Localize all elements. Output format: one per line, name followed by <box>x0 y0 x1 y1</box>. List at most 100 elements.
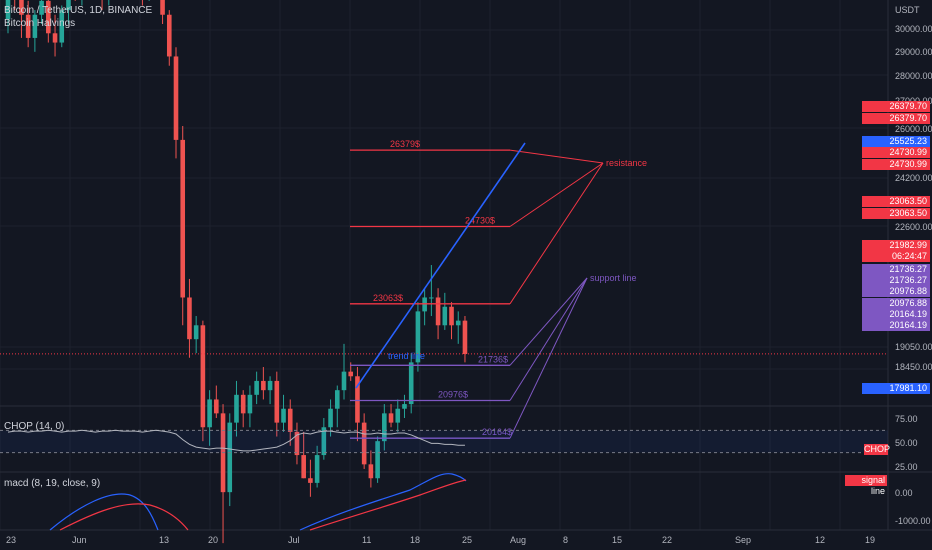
price-tick: 29000.00 <box>895 47 932 57</box>
countdown-badge: 06:24:47 <box>862 251 930 262</box>
price-badge: 24730.99 <box>862 159 930 170</box>
candle-body <box>180 139 186 298</box>
price-badge: 20976.88 <box>862 286 930 297</box>
candle-body <box>173 56 179 140</box>
candle-body <box>200 325 206 428</box>
x-tick: 18 <box>410 535 421 545</box>
candle-body <box>334 390 340 409</box>
candle-body <box>227 422 233 493</box>
candle-body <box>274 380 280 423</box>
candle-body <box>5 0 11 20</box>
currency-label[interactable]: USDT <box>895 5 920 15</box>
candle-body <box>395 408 401 423</box>
symbol-title[interactable]: Bitcoin / TetherUS, 1D, BINANCE <box>4 5 153 16</box>
macd-line <box>299 473 467 531</box>
price-badge: 20976.88 <box>862 298 930 309</box>
price-badge: 21736.27 <box>862 264 930 275</box>
candle-body <box>388 413 394 423</box>
candle-body <box>261 380 266 391</box>
candle-body <box>415 311 421 363</box>
chop-tick: 25.00 <box>895 462 918 472</box>
macd-tick: 0.00 <box>895 488 913 498</box>
candle-body <box>267 380 273 391</box>
price-tick: 30000.00 <box>895 24 932 34</box>
chop-indicator-label[interactable]: CHOP (14, 0) <box>4 421 65 432</box>
trend-label: trend line <box>388 351 425 361</box>
level-label: 21736$ <box>478 354 508 364</box>
trend-line <box>355 142 526 389</box>
candle-body <box>160 0 165 15</box>
x-tick: 11 <box>362 535 372 545</box>
halvings-indicator-label[interactable]: Bitcoin Halvings <box>4 18 76 29</box>
candle-body <box>301 455 306 479</box>
candle-body <box>449 306 454 326</box>
candle-body <box>234 394 239 423</box>
candle-body <box>462 320 468 355</box>
candle-body <box>46 0 51 34</box>
resistance-pointer <box>509 162 604 227</box>
candle-body <box>214 399 219 414</box>
x-tick: 12 <box>815 535 826 545</box>
candle-body <box>187 297 192 340</box>
macd-indicator-label[interactable]: macd (8, 19, close, 9) <box>4 478 101 489</box>
resistance-pointer <box>509 149 604 164</box>
support-pointer <box>509 277 588 366</box>
candle-body <box>25 14 31 38</box>
chop-tick: 75.00 <box>895 414 918 424</box>
candle-body <box>240 394 246 414</box>
signal-line <box>59 503 189 531</box>
x-tick: 23 <box>6 535 17 545</box>
candle-body <box>52 33 58 43</box>
resistance-label: resistance <box>606 158 647 168</box>
candle-body <box>314 455 320 483</box>
candle-body <box>375 441 380 479</box>
candle-body <box>207 399 212 428</box>
macd-line <box>49 493 159 531</box>
candle-body <box>32 14 38 38</box>
price-tick: 19050.00 <box>895 342 932 352</box>
candle-body <box>19 0 24 15</box>
x-tick: Jun <box>72 535 87 545</box>
price-tick: 24200.00 <box>895 173 932 183</box>
support-pointer <box>509 277 588 401</box>
candle-body <box>355 376 360 423</box>
candle-body <box>281 408 286 423</box>
x-tick: 22 <box>662 535 673 545</box>
level-label: 23063$ <box>373 293 403 303</box>
resistance-pointer <box>509 162 604 305</box>
macd-tick: -1000.00 <box>895 516 931 526</box>
candle-body <box>408 362 414 405</box>
x-tick: 19 <box>865 535 876 545</box>
x-tick: Aug <box>510 535 527 545</box>
price-badge: 17981.10 <box>862 383 930 394</box>
level-label: 24730$ <box>465 216 495 226</box>
price-badge: 23063.50 <box>862 208 930 219</box>
price-badge: 25525.23 <box>862 136 930 147</box>
candle-body <box>308 478 313 483</box>
chop-band <box>0 430 888 453</box>
x-tick: 25 <box>462 535 473 545</box>
candle-body <box>166 14 172 57</box>
signal-line <box>309 479 467 531</box>
price-tick: 26000.00 <box>895 124 932 134</box>
price-badge: 21736.27 <box>862 275 930 286</box>
candle-body <box>402 404 407 409</box>
candle-body <box>455 320 461 326</box>
candle-body <box>294 431 300 456</box>
price-badge: 26379.70 <box>862 101 930 112</box>
x-tick: 15 <box>612 535 623 545</box>
level-label: 20976$ <box>438 390 468 400</box>
candle-body <box>59 10 65 43</box>
price-badge: 24730.99 <box>862 147 930 158</box>
chop-tick: 50.00 <box>895 438 918 448</box>
support-pointer <box>509 277 588 439</box>
candle-body <box>254 380 259 395</box>
x-tick: 20 <box>208 535 219 545</box>
candle-body <box>382 413 387 442</box>
candle-body <box>368 464 374 479</box>
candle-body <box>361 422 367 465</box>
price-badge: 20164.19 <box>862 320 930 331</box>
last-price-badge: 21982.99 <box>862 240 930 251</box>
